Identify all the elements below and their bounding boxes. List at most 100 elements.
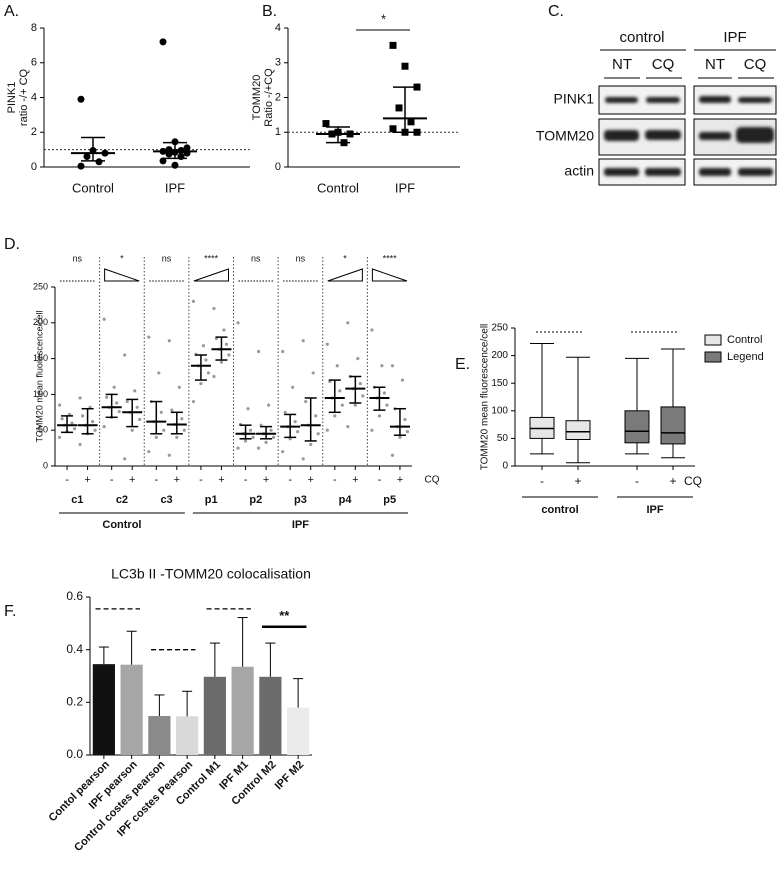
y-tick-label: 200 [33, 317, 48, 327]
point [77, 95, 85, 103]
point [175, 435, 179, 439]
point [171, 138, 179, 146]
point [361, 394, 365, 398]
condition-label: - [65, 474, 69, 486]
y-axis-label: Ratio -/+CQ [263, 68, 275, 127]
panel-label: C. [548, 3, 564, 20]
condition-axis-label: CQ [684, 474, 702, 488]
point [147, 450, 151, 454]
point [123, 353, 127, 357]
point [93, 428, 97, 432]
group-label: control [541, 504, 578, 516]
point [293, 420, 297, 424]
condition-label: + [263, 474, 269, 486]
lane-label: NT [612, 56, 632, 73]
point [167, 339, 171, 343]
point [183, 144, 191, 152]
point [405, 430, 410, 434]
point [283, 410, 287, 414]
legend-label: Legend [727, 351, 764, 363]
point [322, 120, 330, 128]
group-label: p5 [383, 494, 396, 506]
significance-label: **** [383, 253, 398, 263]
panel-label: E. [455, 356, 470, 373]
bar [92, 664, 115, 755]
condition-label: + [669, 474, 676, 488]
y-tick-label: 8 [31, 22, 37, 34]
condition-label: + [174, 474, 180, 486]
point [201, 344, 206, 348]
point [159, 410, 163, 414]
point [353, 403, 357, 407]
point [314, 414, 318, 418]
trend-marker [104, 268, 140, 282]
point [256, 349, 261, 354]
point [335, 364, 339, 368]
point [191, 299, 196, 303]
bar [148, 716, 171, 755]
y-axis-label: ratio -/+ CQ [18, 68, 30, 126]
point [301, 457, 305, 461]
trend-marker [193, 268, 229, 282]
point [398, 435, 402, 439]
condition-label: - [635, 474, 639, 488]
legend-label: Control [727, 334, 762, 346]
point [395, 104, 403, 112]
point [382, 391, 387, 395]
point [390, 364, 395, 368]
point [102, 317, 106, 321]
y-tick-label: 0.2 [66, 695, 83, 709]
y-tick-label: 200 [491, 350, 508, 361]
point [236, 446, 240, 450]
row-label: actin [564, 163, 594, 179]
point [199, 382, 203, 386]
x-tick-label: Control [72, 180, 114, 195]
group-label: p2 [249, 494, 262, 506]
point [400, 378, 405, 382]
point [157, 371, 161, 375]
bar [203, 676, 226, 755]
point [380, 364, 384, 368]
trend-marker [371, 268, 408, 282]
group-label: c1 [71, 494, 83, 506]
x-tick-label: IPF [395, 180, 415, 195]
condition-label: - [244, 474, 248, 486]
group-label: c3 [160, 494, 172, 506]
chart-title: LC3b II -TOMM20 colocalisation [111, 566, 311, 582]
condition-label: + [129, 474, 135, 486]
y-tick-label: 0 [43, 460, 48, 470]
point [212, 306, 216, 311]
point [301, 339, 305, 343]
significance-label: ns [162, 253, 172, 263]
point [304, 399, 308, 404]
y-tick-label: 0 [275, 161, 281, 173]
point [125, 399, 129, 404]
point [281, 349, 285, 354]
significance-label: ns [296, 253, 306, 263]
row-label: PINK1 [554, 91, 595, 107]
point [167, 453, 171, 457]
point [182, 428, 186, 432]
y-tick-label: 0 [502, 461, 508, 472]
point [170, 408, 174, 412]
point [264, 440, 268, 444]
point [133, 389, 137, 393]
condition-label: + [307, 474, 313, 486]
y-tick-label: 100 [33, 389, 48, 399]
point [105, 395, 109, 399]
y-tick-label: 0.0 [66, 747, 83, 761]
bar [259, 676, 282, 755]
point [212, 374, 216, 379]
point [123, 457, 127, 461]
point [236, 321, 240, 325]
point [171, 161, 179, 169]
group-label: p4 [339, 494, 353, 506]
point [162, 428, 166, 432]
point [117, 409, 121, 414]
point [72, 427, 77, 431]
point [227, 353, 231, 357]
y-tick-label: 150 [491, 378, 508, 389]
point [138, 417, 142, 422]
significance-label: ns [73, 253, 83, 263]
point [222, 328, 226, 332]
